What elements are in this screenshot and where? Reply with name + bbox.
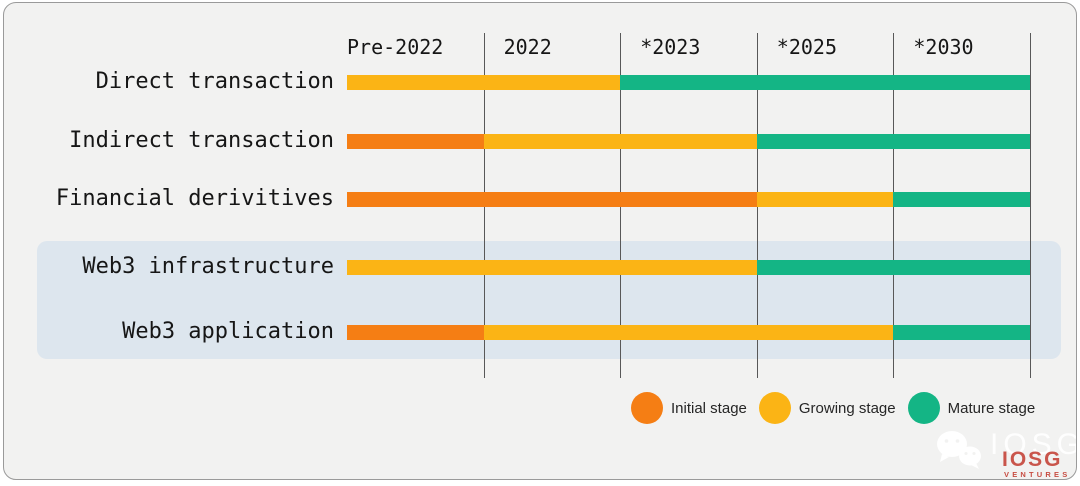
stage-bar [347, 134, 1030, 149]
column-header: *2023 [640, 35, 701, 59]
bar-segment-mature [893, 192, 1030, 207]
stage-bar [347, 75, 1030, 90]
bar-segment-growing [483, 260, 621, 275]
wechat-icon [934, 429, 984, 478]
brand-division-text: VENTURES [1004, 470, 1071, 479]
bar-segment-mature [893, 75, 1030, 90]
bar-segment-growing [620, 325, 757, 340]
legend-swatch-growing [758, 392, 791, 424]
legend-swatch-mature [907, 392, 940, 424]
bar-segment-mature [756, 75, 894, 90]
stage-bar [347, 192, 1030, 207]
watermark: IOSG IOSG VENTURES [932, 424, 1077, 479]
bar-segment-initial [483, 192, 621, 207]
bar-segment-initial [620, 192, 757, 207]
bar-segment-mature [893, 260, 1030, 275]
legend: Initial stage Growing stage Mature stage [631, 392, 1035, 424]
column-header: 2022 [503, 35, 552, 59]
row-label: Web3 application [122, 319, 334, 344]
bar-segment-mature [756, 260, 894, 275]
row-label: Web3 infrastructure [82, 254, 334, 279]
bar-segment-growing [483, 134, 621, 149]
legend-item: Mature stage [907, 392, 1036, 424]
legend-item: Growing stage [758, 392, 896, 424]
brand-logo-text: IOSG [1002, 448, 1063, 471]
brand-watermark-text: IOSG [990, 428, 1077, 461]
legend-label: Growing stage [798, 399, 896, 417]
bar-segment-growing [620, 134, 757, 149]
stage-bar [347, 260, 1030, 275]
legend-item: Initial stage [631, 392, 747, 424]
column-header: *2025 [776, 35, 838, 59]
bar-segment-growing [756, 325, 894, 340]
bar-segment-mature [893, 325, 1030, 340]
bar-segment-mature [893, 134, 1030, 149]
stage-bar [347, 325, 1030, 340]
gridline [1030, 33, 1031, 378]
column-header: *2030 [913, 35, 974, 59]
legend-label: Initial stage [671, 399, 747, 417]
bar-segment-initial [347, 325, 484, 340]
bar-segment-growing [347, 260, 484, 275]
legend-swatch-initial [631, 392, 663, 424]
bar-segment-mature [620, 75, 757, 90]
bar-segment-growing [347, 75, 484, 90]
bar-segment-initial [347, 192, 484, 207]
legend-label: Mature stage [947, 399, 1036, 417]
bar-segment-growing [756, 192, 894, 207]
chart-card: Pre-2022 2022 *2023 *2025 *2030 Direct trans… [3, 2, 1077, 480]
bar-segment-growing [483, 75, 621, 90]
row-label: Direct transaction [95, 69, 334, 94]
bar-segment-growing [483, 325, 621, 340]
row-label: Financial derivitives [55, 186, 334, 211]
bar-segment-initial [347, 134, 484, 149]
bar-segment-growing [620, 260, 757, 275]
bar-segment-mature [756, 134, 894, 149]
column-header: Pre-2022 [347, 35, 444, 59]
row-label: Indirect transaction [69, 128, 334, 153]
